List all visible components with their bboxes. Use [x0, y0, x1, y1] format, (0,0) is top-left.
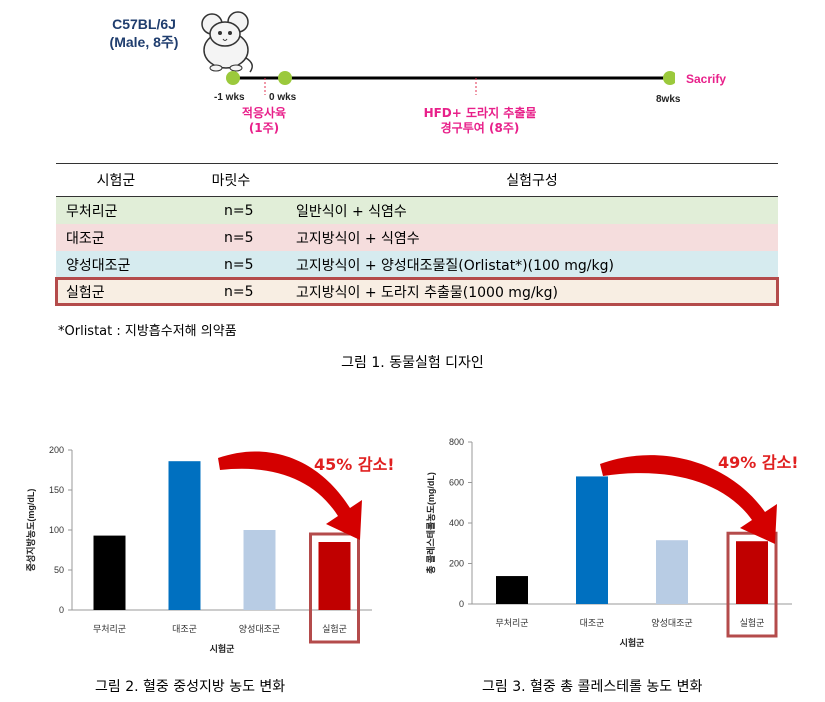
- table-row-highlighted: 실험군 n=5 고지방식이 + 도라지 추출물(1000 mg/kg): [55, 277, 779, 306]
- x-tick-label: 양성대조군: [239, 624, 280, 634]
- x-axis-title: 시험군: [210, 643, 236, 654]
- bar-3: [656, 540, 688, 604]
- highlight-box: [309, 532, 360, 644]
- timeline-point-8: [663, 71, 675, 85]
- strain-label: C57BL/6J (Male, 8주): [98, 15, 190, 51]
- decrease-annotation: 49% 감소!: [718, 453, 799, 472]
- y-tick-label: 150: [49, 485, 64, 495]
- bar-3: [243, 530, 276, 610]
- x-tick-label: 대조군: [172, 624, 197, 634]
- x-tick-label: 대조군: [580, 618, 605, 628]
- cell-config: 고지방식이 + 식염수: [296, 230, 420, 247]
- x-tick-label: 무처리군: [495, 617, 528, 628]
- cell-config: 고지방식이 + 도라지 추출물(1000 mg/kg): [296, 284, 558, 301]
- timeline-point-0: [278, 71, 292, 85]
- footnote: *Orlistat : 지방흡수저해 의약품: [58, 324, 237, 339]
- timeline-axis: [226, 71, 675, 95]
- cell-n: n=5: [224, 202, 254, 219]
- bar-4: [736, 541, 768, 604]
- decrease-arrow: [600, 455, 777, 544]
- fig1-caption: 그림 1. 동물실험 디자인: [341, 355, 484, 371]
- cell-config: 일반식이 + 식염수: [296, 203, 407, 220]
- cell-n: n=5: [224, 229, 254, 246]
- tl-label-0: 0 wks: [269, 92, 297, 103]
- phase1-label: 적응사육 (1주): [214, 106, 314, 136]
- phase2-label: HFD+ 도라지 추출물 경구투여 (8주): [395, 106, 565, 136]
- design-table: 시험군 마릿수 실험구성 무처리군 n=5 일반식이 + 식염수 대조군 n=5…: [55, 163, 779, 306]
- decrease-arrow: [218, 451, 362, 540]
- bar-1: [93, 535, 126, 610]
- y-tick-label: 100: [49, 525, 64, 535]
- y-tick-label: 0: [459, 599, 464, 609]
- table-row: 대조군 n=5 고지방식이 + 식염수: [56, 224, 778, 251]
- y-tick-label: 200: [49, 445, 64, 455]
- col-header-group: 시험군: [56, 163, 176, 197]
- decrease-annotation: 45% 감소!: [314, 455, 395, 474]
- bar-2: [168, 461, 201, 610]
- bar-1: [496, 576, 528, 604]
- cell-n: n=5: [224, 283, 254, 300]
- y-tick-label: 0: [59, 605, 64, 615]
- bar-2: [576, 476, 608, 604]
- strain-detail: (Male, 8주): [109, 34, 179, 50]
- x-tick-label: 실험군: [740, 618, 765, 628]
- y-axis-title: 총 콜레스테롤농도(mg/dL): [425, 472, 436, 574]
- cell-n: n=5: [224, 256, 254, 273]
- tl-label-minus1: -1 wks: [214, 92, 245, 103]
- x-axis-title: 시험군: [620, 637, 646, 648]
- y-tick-label: 200: [449, 559, 464, 569]
- table-row: 무처리군 n=5 일반식이 + 식염수: [56, 196, 778, 224]
- table-row: 양성대조군 n=5 고지방식이 + 양성대조물질(Orlistat*)(100 …: [56, 251, 778, 278]
- cell-group: 양성대조군: [66, 257, 131, 274]
- col-header-n: 마릿수: [176, 163, 286, 197]
- y-tick-label: 50: [54, 565, 64, 575]
- table-header-row: 시험군 마릿수 실험구성: [56, 163, 778, 197]
- fig2-caption: 그림 2. 혈중 중성지방 농도 변화: [95, 679, 286, 695]
- x-tick-label: 실험군: [322, 624, 347, 634]
- x-tick-label: 양성대조군: [651, 618, 692, 628]
- cell-group: 무처리군: [66, 203, 118, 220]
- phase2-line1: HFD+ 도라지 추출물: [423, 106, 537, 120]
- mouse-icon: [201, 11, 253, 73]
- phase1-line1: 적응사육: [241, 106, 287, 120]
- phase1-line2: (1주): [248, 121, 280, 135]
- col-header-config: 실험구성: [286, 163, 778, 197]
- x-tick-label: 무처리군: [93, 623, 126, 634]
- sacrify-label: Sacrify: [686, 72, 727, 86]
- y-tick-label: 400: [449, 518, 464, 528]
- y-tick-label: 800: [449, 437, 464, 447]
- cell-group: 실험군: [66, 284, 105, 301]
- strain-name: C57BL/6J: [112, 16, 176, 32]
- cell-config: 고지방식이 + 양성대조물질(Orlistat*)(100 mg/kg): [296, 257, 614, 274]
- bar-4: [318, 542, 351, 610]
- phase2-line2: 경구투여 (8주): [440, 121, 520, 135]
- y-tick-label: 600: [449, 478, 464, 488]
- fig3-caption: 그림 3. 혈중 총 콜레스테롤 농도 변화: [482, 679, 703, 695]
- y-axis-title: 중성지방농도(mg/dL): [25, 489, 36, 572]
- timeline-point-minus1: [226, 71, 240, 85]
- tl-label-8: 8wks: [656, 94, 681, 105]
- cell-group: 대조군: [66, 230, 105, 247]
